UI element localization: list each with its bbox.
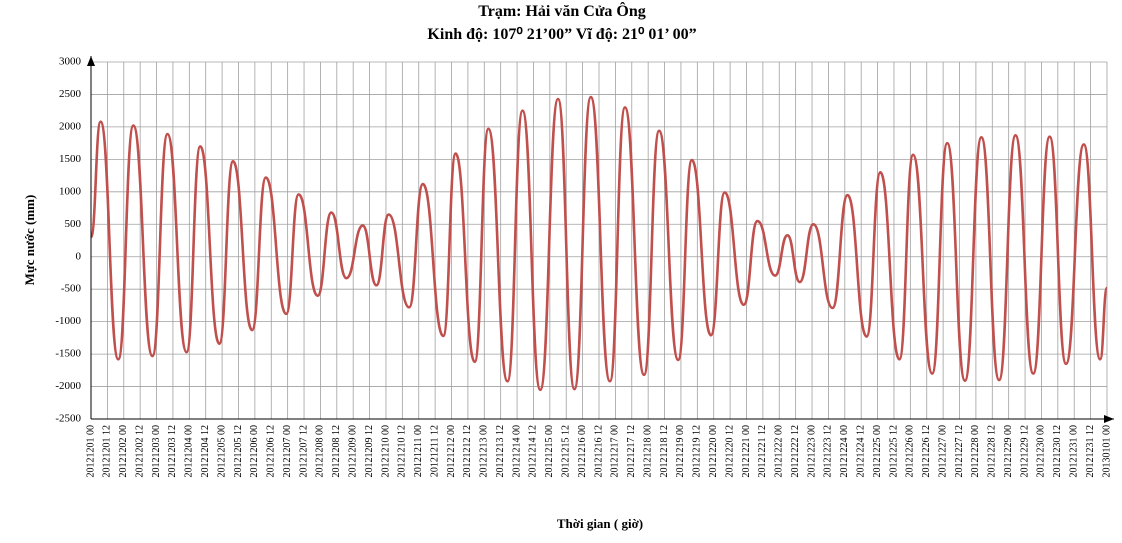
x-tick-label: 20121206 00 [249, 425, 260, 478]
x-tick-label: 20121225 00 [872, 425, 883, 478]
x-tick-label: 20121207 00 [282, 425, 293, 478]
x-tick-label: 20121226 00 [905, 425, 916, 478]
x-tick-label: 20121227 12 [954, 425, 965, 478]
y-tick-label: -2000 [55, 380, 81, 392]
x-tick-label: 20121215 00 [544, 425, 555, 478]
x-tick-label: 20121231 00 [1069, 425, 1080, 478]
x-tick-label: 20121228 00 [970, 425, 981, 478]
x-axis-label: Thời gian ( giờ) [557, 516, 643, 531]
x-tick-label: 20121220 00 [708, 425, 719, 478]
x-tick-label: 20121218 12 [659, 425, 670, 478]
x-tick-label: 20121216 00 [577, 425, 588, 478]
x-tick-label: 20121211 12 [429, 425, 440, 477]
chart-subtitle: Kinh độ: 107⁰ 21’00” Vĩ độ: 21⁰ 01’ 00” [427, 26, 696, 43]
x-tick-label: 20121231 12 [1085, 425, 1096, 478]
x-tick-label: 20121217 12 [626, 425, 637, 478]
x-tick-label: 20121213 00 [479, 425, 490, 478]
x-tick-label: 20121221 00 [741, 425, 752, 478]
x-tick-label: 20121230 12 [1052, 425, 1063, 478]
x-tick-label: 20121206 12 [266, 425, 277, 478]
y-tick-label: 2500 [59, 88, 82, 100]
x-tick-label: 20121219 12 [692, 425, 703, 478]
data-line [89, 95, 1109, 392]
y-arrow [87, 56, 95, 66]
x-tick-label: 20121207 12 [298, 425, 309, 478]
y-tick-label: -500 [61, 283, 82, 295]
x-tick-label: 20121213 12 [495, 425, 506, 478]
x-tick-label: 20121224 00 [839, 425, 850, 478]
x-tick-label: 20121201 00 [85, 425, 96, 478]
x-tick-label: 20121209 12 [364, 425, 375, 478]
x-tick-label: 20121230 00 [1036, 425, 1047, 478]
y-tick-label: -1000 [55, 315, 81, 327]
x-tick-label: 20121214 00 [511, 425, 522, 478]
x-tick-label: 20121204 12 [200, 425, 211, 478]
x-tick-label: 20121203 00 [151, 425, 162, 478]
y-tick-label: -1500 [55, 348, 81, 360]
x-tick-label: 20121224 12 [855, 425, 866, 478]
x-tick-label: 20121209 00 [347, 425, 358, 478]
x-tick-label: 20121223 12 [823, 425, 834, 478]
x-tick-label: 20130101 00 [1101, 425, 1112, 478]
y-tick-label: -2500 [55, 413, 81, 425]
x-tick-label: 20121202 12 [134, 425, 145, 478]
chart-title: Trạm: Hải văn Cửa Ông [478, 1, 646, 20]
x-tick-label: 20121210 00 [380, 425, 391, 478]
y-tick-label: 500 [65, 218, 82, 230]
y-tick-label: 1000 [59, 185, 82, 197]
x-tick-label: 20121215 12 [561, 425, 572, 478]
x-tick-label: 20121218 00 [642, 425, 653, 478]
x-tick-label: 20121208 00 [315, 425, 326, 478]
x-tick-label: 20121205 12 [233, 425, 244, 478]
x-tick-label: 20121227 00 [937, 425, 948, 478]
x-tick-label: 20121214 12 [528, 425, 539, 478]
x-tick-label: 20121225 12 [888, 425, 899, 478]
x-tick-label: 20121203 12 [167, 425, 178, 478]
x-tick-label: 20121204 00 [184, 425, 195, 478]
x-tick-label: 20121226 12 [921, 425, 932, 478]
y-tick-label: 3000 [59, 56, 82, 68]
y-tick-label: 2000 [59, 120, 82, 132]
x-tick-label: 20121221 12 [757, 425, 768, 478]
x-tick-label: 20121229 00 [1003, 425, 1014, 478]
y-tick-label: 0 [76, 250, 82, 262]
x-tick-label: 20121201 12 [102, 425, 113, 478]
x-tick-label: 20121212 12 [462, 425, 473, 478]
x-tick-label: 20121205 00 [216, 425, 227, 478]
x-tick-label: 20121212 00 [446, 425, 457, 478]
y-tick-label: 1500 [59, 153, 82, 165]
x-tick-label: 20121228 12 [987, 425, 998, 478]
x-tick-label: 20121210 12 [397, 425, 408, 478]
x-tick-label: 20121216 12 [593, 425, 604, 478]
x-tick-label: 20121211 00 [413, 425, 424, 477]
x-tick-label: 20121229 12 [1019, 425, 1030, 478]
x-tick-label: 20121222 00 [774, 425, 785, 478]
x-arrow [1104, 415, 1114, 423]
x-tick-label: 20121219 00 [675, 425, 686, 478]
plot [89, 95, 1109, 392]
x-tick-label: 20121220 12 [724, 425, 735, 478]
x-tick-label: 20121223 00 [806, 425, 817, 478]
x-tick-label: 20121217 00 [610, 425, 621, 478]
x-tick-label: 20121208 12 [331, 425, 342, 478]
x-tick-label: 20121202 00 [118, 425, 129, 478]
y-axis-label: Mực nước (mm) [22, 195, 37, 286]
x-tick-label: 20121222 12 [790, 425, 801, 478]
